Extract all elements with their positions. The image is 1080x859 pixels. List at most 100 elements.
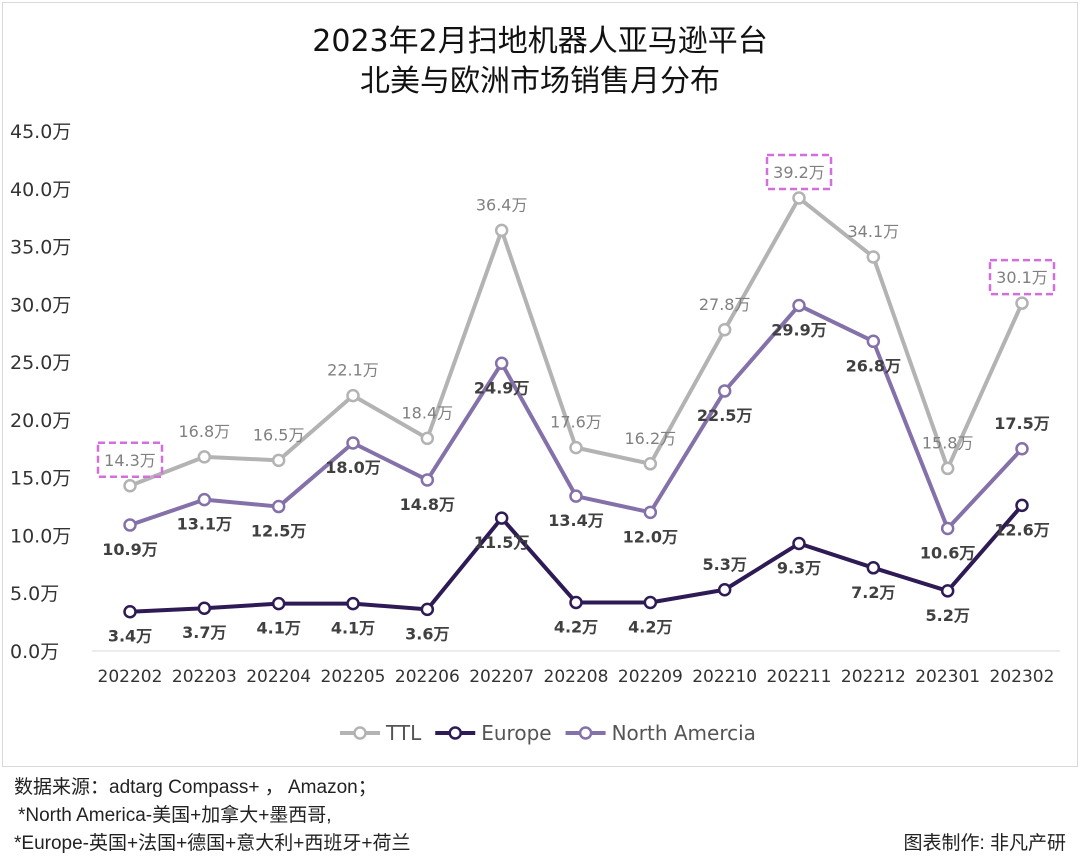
- data-label: 29.9万: [771, 320, 826, 339]
- data-point: [569, 440, 583, 455]
- data-label: 16.8万: [179, 422, 231, 441]
- data-label: 36.4万: [476, 195, 528, 214]
- data-label: 18.0万: [325, 458, 380, 477]
- data-point: [346, 436, 360, 450]
- data-label: 13.4万: [548, 511, 603, 530]
- data-label: 27.8万: [699, 295, 751, 314]
- data-point: [346, 388, 360, 403]
- data-point: [346, 596, 360, 611]
- x-tick-label: 202205: [321, 667, 386, 687]
- data-point: [717, 583, 732, 597]
- data-point: [940, 521, 955, 536]
- data-point: [123, 479, 137, 493]
- x-tick-label: 202202: [98, 667, 163, 687]
- data-label: 12.0万: [623, 527, 678, 546]
- data-point: [717, 323, 732, 337]
- data-point: [866, 334, 881, 349]
- data-label: 5.2万: [925, 606, 969, 625]
- data-point: [792, 298, 806, 313]
- data-point: [494, 356, 509, 371]
- data-label: 3.6万: [405, 624, 449, 643]
- data-point: [717, 384, 732, 398]
- y-tick-label: 20.0万: [10, 410, 71, 432]
- data-point: [494, 223, 509, 238]
- legend-label: North Amercia: [612, 721, 756, 745]
- data-label: 10.6万: [920, 544, 975, 563]
- data-label: 15.8万: [922, 433, 974, 452]
- data-label: 22.1万: [327, 361, 379, 380]
- data-label: 7.2万: [851, 583, 895, 602]
- x-tick-label: 202204: [246, 667, 311, 687]
- data-point: [1015, 296, 1029, 310]
- y-tick-label: 15.0万: [10, 468, 71, 490]
- data-point: [643, 505, 658, 520]
- y-tick-label: 10.0万: [10, 525, 71, 547]
- data-label: 13.1万: [177, 515, 232, 534]
- data-label: 4.1万: [256, 619, 300, 638]
- data-label: 39.2万: [773, 163, 825, 182]
- x-tick-label: 202206: [395, 667, 460, 687]
- data-point: [792, 536, 806, 551]
- x-tick-label: 202203: [172, 667, 237, 687]
- data-point: [1015, 442, 1029, 456]
- x-tick-label: 202212: [841, 667, 906, 687]
- data-point: [197, 450, 212, 464]
- data-label: 12.6万: [994, 520, 1049, 539]
- data-label: 5.3万: [702, 555, 746, 574]
- data-point: [420, 473, 435, 487]
- data-label: 14.3万: [104, 451, 156, 470]
- data-point: [569, 595, 583, 610]
- data-label: 17.6万: [550, 413, 602, 432]
- y-tick-label: 5.0万: [10, 583, 59, 605]
- data-label: 9.3万: [777, 559, 821, 578]
- data-label: 4.2万: [554, 617, 598, 636]
- data-point: [866, 561, 881, 575]
- data-point: [271, 596, 286, 611]
- data-point: [197, 601, 212, 615]
- y-tick-label: 35.0万: [10, 237, 71, 259]
- data-point: [866, 250, 881, 264]
- x-tick-label: 202208: [544, 667, 609, 687]
- data-label: 18.4万: [402, 403, 454, 422]
- data-label: 24.9万: [474, 378, 529, 397]
- data-label: 10.9万: [102, 540, 157, 559]
- data-point: [420, 602, 435, 617]
- source-note: 数据来源：adtarg Compass+ ， Amazon；: [14, 777, 377, 798]
- x-tick-label: 202211: [767, 667, 832, 687]
- data-label: 3.7万: [182, 623, 226, 642]
- x-tick-label: 202207: [469, 667, 534, 687]
- data-point: [494, 511, 509, 525]
- data-label: 16.5万: [253, 425, 305, 444]
- data-label: 34.1万: [848, 222, 900, 241]
- chart-frame: [2, 2, 1078, 767]
- data-point: [940, 461, 955, 476]
- data-label: 4.2万: [628, 617, 672, 636]
- data-point: [123, 604, 137, 619]
- chart-title-line-1: 2023年2月扫地机器人亚马逊平台: [312, 24, 768, 59]
- x-tick-label: 202302: [990, 667, 1055, 687]
- data-point: [197, 492, 212, 507]
- data-point: [643, 457, 658, 471]
- x-tick-label: 202209: [618, 667, 683, 687]
- data-point: [123, 518, 137, 532]
- highlight-box: [96, 441, 164, 479]
- data-label: 17.5万: [994, 414, 1049, 433]
- data-label: 12.5万: [251, 522, 306, 541]
- data-label: 3.4万: [108, 627, 152, 646]
- data-label: 11.5万: [474, 533, 529, 552]
- y-tick-label: 0.0万: [10, 641, 59, 663]
- europe-note: *Europe-英国+法国+德国+意大利+西班牙+荷兰: [14, 833, 411, 854]
- y-tick-label: 45.0万: [10, 121, 71, 143]
- line-chart: 0.0万 5.0万 10.0万 15.0万 20.0万 25.0万 30.0万 35.0万 40…: [10, 121, 1060, 745]
- data-label: 30.1万: [996, 268, 1048, 287]
- data-point: [1015, 498, 1029, 513]
- data-label: 26.8万: [846, 356, 901, 375]
- legend-label: Europe: [481, 721, 551, 745]
- y-tick-label: 30.0万: [10, 294, 71, 316]
- north-america-note: *North America-美国+加拿大+墨西哥,: [18, 805, 332, 826]
- legend-marker: [448, 726, 462, 740]
- data-label: 4.1万: [331, 619, 375, 638]
- data-point: [271, 499, 286, 514]
- data-point: [940, 584, 955, 598]
- data-point: [569, 489, 583, 503]
